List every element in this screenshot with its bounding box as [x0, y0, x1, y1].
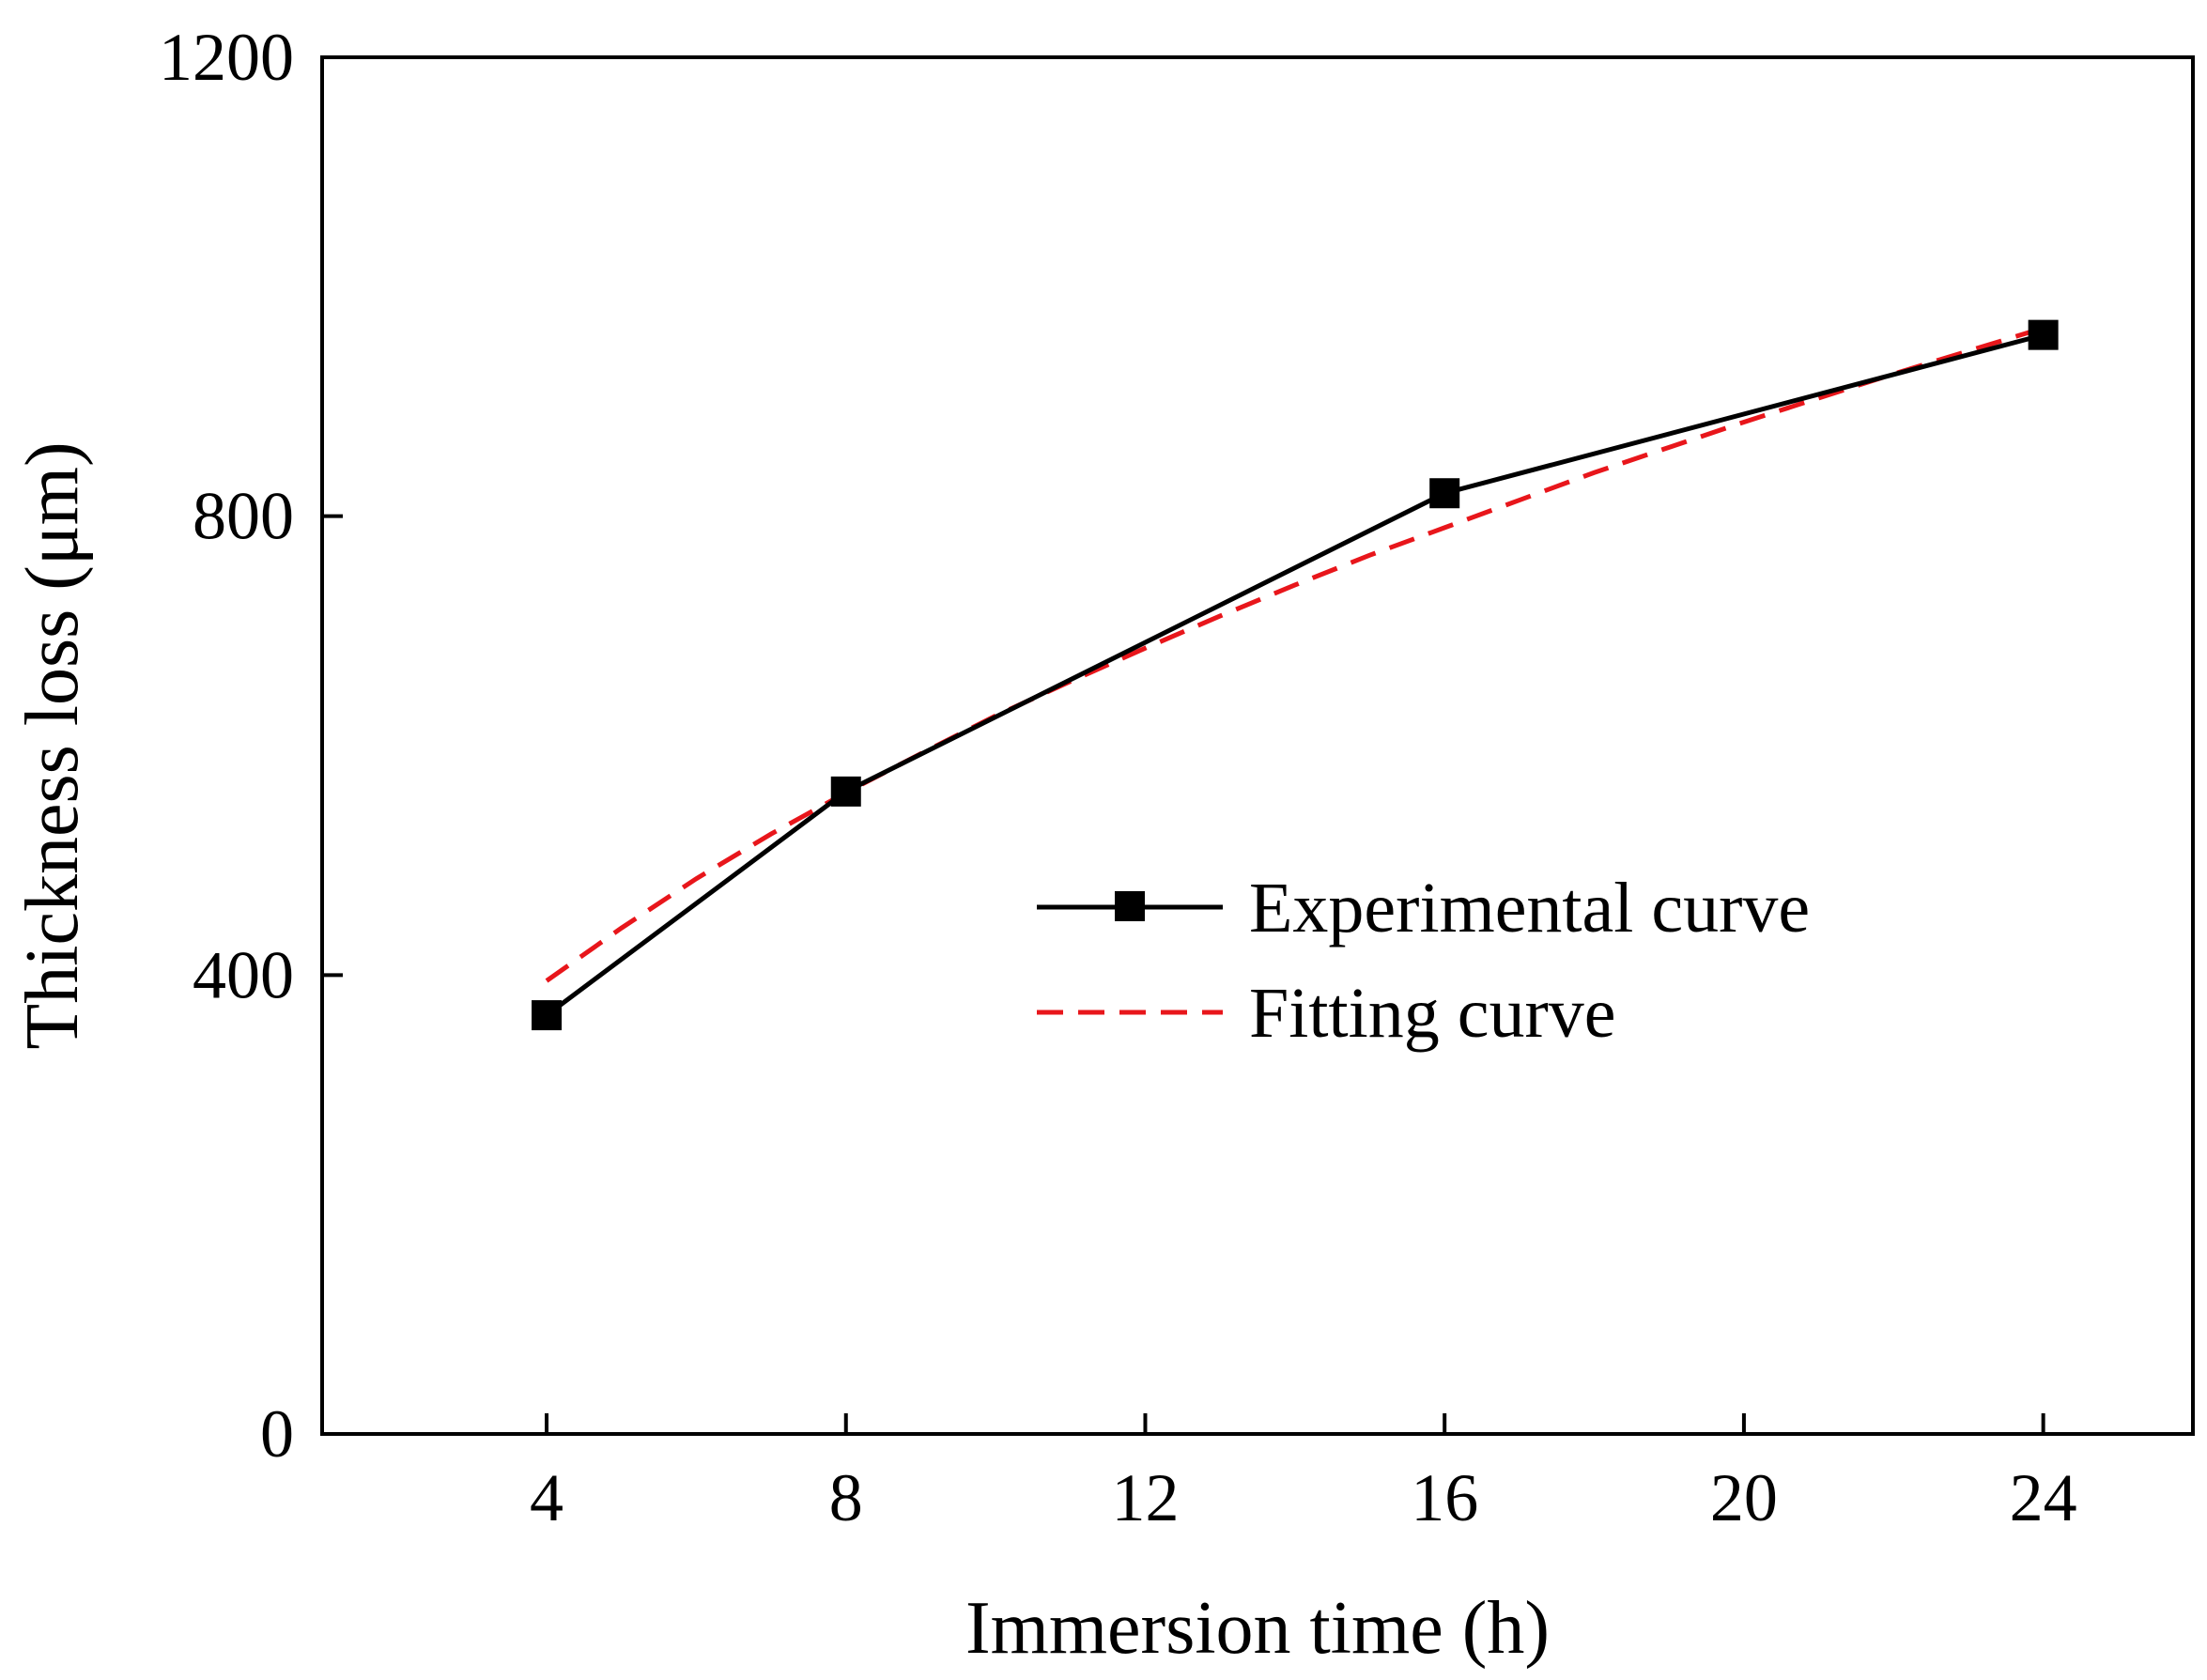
- fitting-curve-line: [545, 325, 2045, 983]
- legend-marker-experimental: [1115, 891, 1145, 921]
- y-tick-label: 1200: [159, 20, 294, 95]
- y-axis-title: Thickness loss (μm): [11, 441, 94, 1049]
- y-tick-label: 0: [260, 1396, 294, 1472]
- x-tick-label: 8: [829, 1460, 863, 1535]
- experimental-data-point: [2028, 319, 2059, 350]
- y-tick-label: 400: [193, 937, 294, 1012]
- x-tick-label: 12: [1111, 1460, 1179, 1535]
- legend: Experimental curve Fitting curve: [1037, 869, 1810, 1053]
- experimental-data-point: [532, 1000, 563, 1031]
- x-tick-label: 24: [2010, 1460, 2077, 1535]
- y-tick-label: 800: [193, 479, 294, 554]
- x-tick-label: 4: [530, 1460, 563, 1535]
- experimental-data-point: [1429, 478, 1460, 509]
- plot-area-frame: [320, 55, 2195, 1436]
- series-layer: [532, 319, 2059, 1031]
- legend-label-fitting: Fitting curve: [1249, 974, 1616, 1053]
- experimental-curve-line: [545, 332, 2045, 1018]
- experimental-data-point: [830, 776, 861, 807]
- x-tick-label: 20: [1710, 1460, 1778, 1535]
- x-tick-label: 16: [1411, 1460, 1478, 1535]
- x-axis: 4 8 12 16 20 24: [530, 1413, 2077, 1535]
- legend-label-experimental: Experimental curve: [1249, 869, 1810, 948]
- x-axis-title: Immersion time (h): [965, 1587, 1550, 1670]
- y-axis: 0 400 800 1200: [159, 20, 343, 1472]
